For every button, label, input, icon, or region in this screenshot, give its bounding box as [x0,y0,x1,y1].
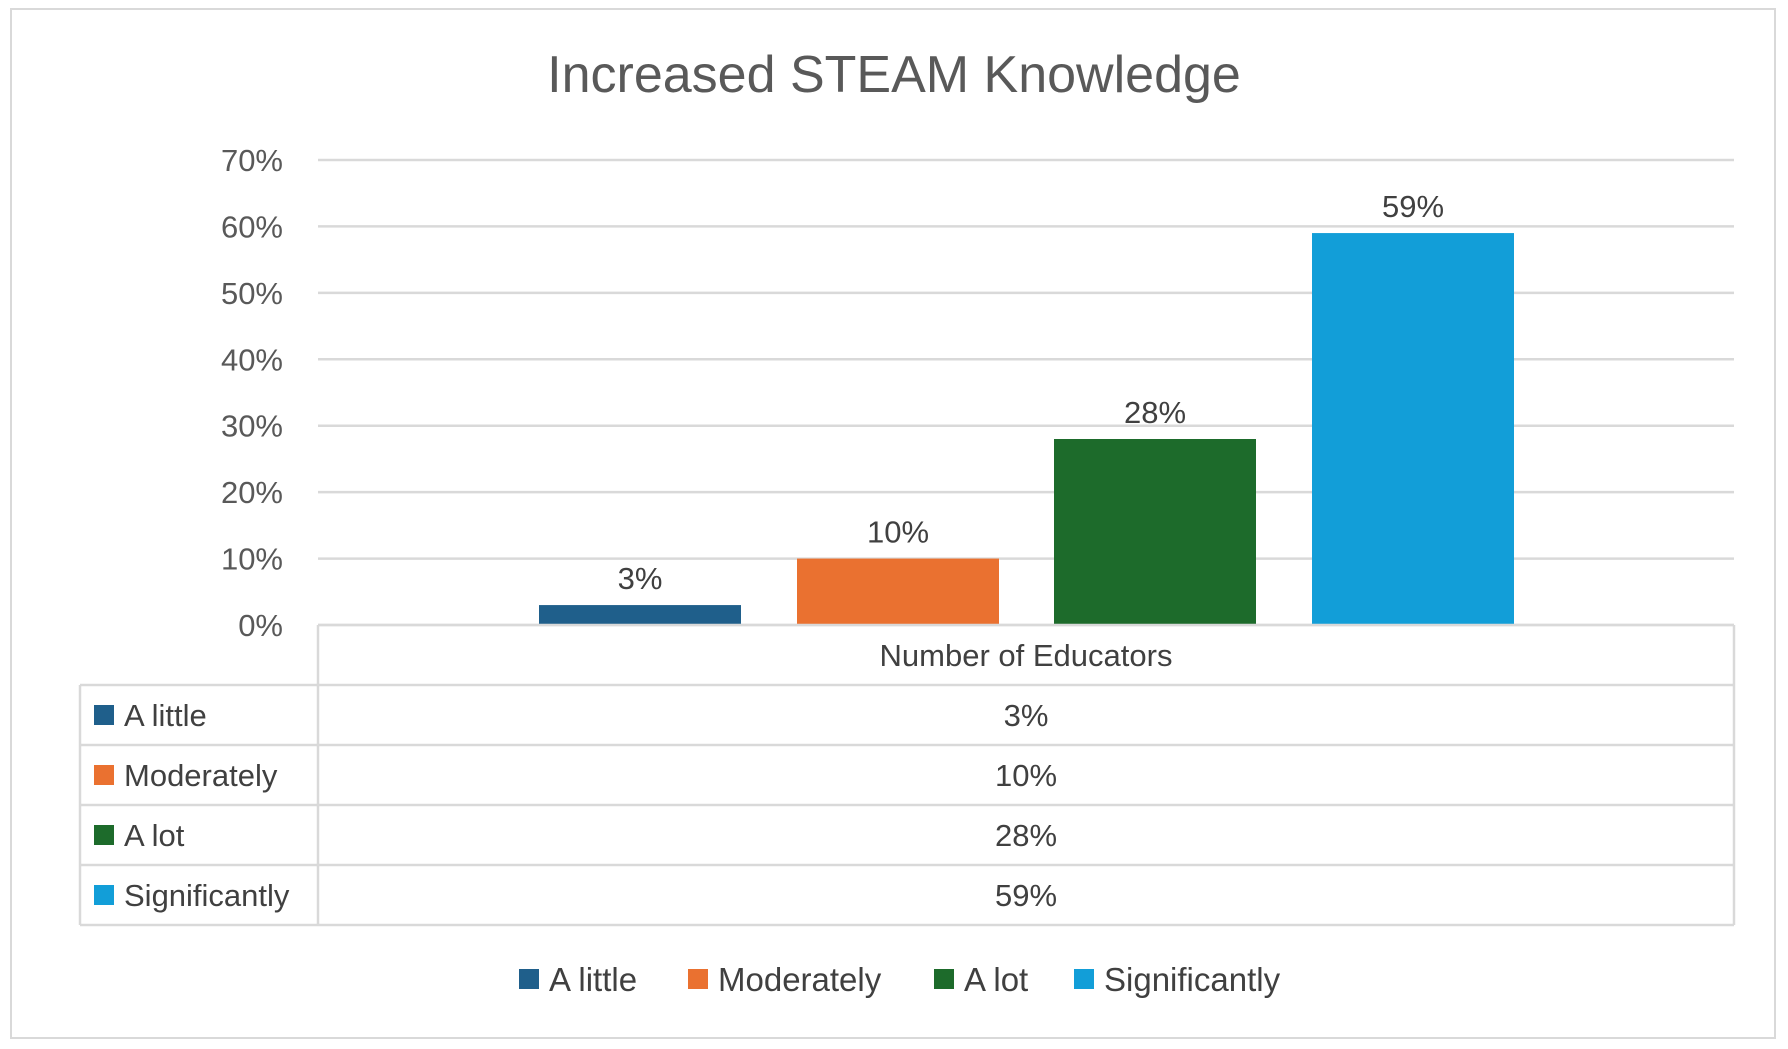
data-table: Number of Educators A little 3% Moderately 1… [78,623,1736,927]
chart-title: Increased STEAM Knowledge [547,46,1241,104]
table-legend-swatch [94,765,114,785]
y-tick-label: 20% [221,475,283,510]
table-legend-swatch [94,705,114,725]
legend-swatch [1074,969,1094,989]
table-cell-value: 3% [1004,698,1049,733]
y-tick-label: 10% [221,542,283,577]
table-legend-swatch [94,825,114,845]
y-tick-label: 50% [221,276,283,311]
gridlines [318,158,1734,627]
legend: A little Moderately A lot Significantly [519,961,1281,998]
legend-swatch [519,969,539,989]
y-axis-ticks: 0% 10% 20% 30% 40% 50% 60% 70% [221,143,283,643]
legend-entry: A lot [964,961,1028,998]
legend-swatch [688,969,708,989]
table-row-label: Significantly [124,878,290,913]
bars [539,233,1514,626]
table-row-label: Moderately [124,758,278,793]
legend-entry: Moderately [718,961,882,998]
data-label: 10% [867,515,929,550]
table-header-category: Number of Educators [880,638,1173,673]
legend-entry: A little [549,961,637,998]
y-tick-label: 70% [221,143,283,178]
bar-a-lot [1054,439,1256,625]
legend-swatch [934,969,954,989]
data-labels: 3% 10% 28% 59% [618,189,1444,596]
table-row-label: A little [124,698,207,733]
bar-a-little [539,605,741,625]
bar-significantly [1312,233,1514,626]
legend-entry: Significantly [1104,961,1281,998]
table-cell-value: 59% [995,878,1057,913]
table-cell-value: 28% [995,818,1057,853]
y-tick-label: 60% [221,209,283,244]
y-tick-label: 0% [238,608,283,643]
table-legend-swatch [94,885,114,905]
data-label: 28% [1124,395,1186,430]
data-label: 59% [1382,189,1444,224]
table-row-label: A lot [124,818,185,853]
table-cell-value: 10% [995,758,1057,793]
y-tick-label: 40% [221,342,283,377]
data-label: 3% [618,561,663,596]
bar-moderately [797,558,999,625]
y-tick-label: 30% [221,409,283,444]
